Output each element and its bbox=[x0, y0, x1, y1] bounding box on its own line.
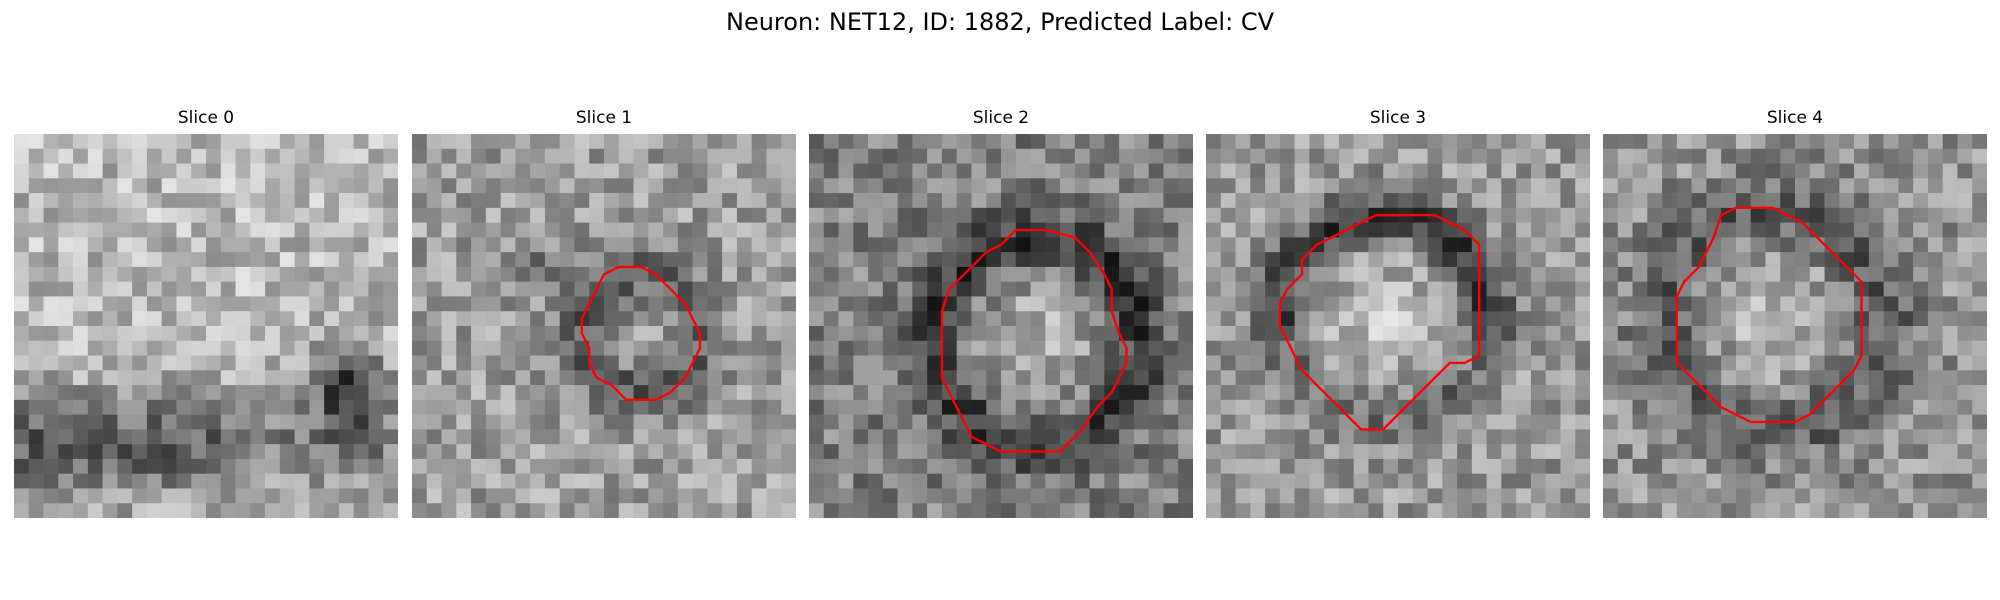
slice-image bbox=[412, 134, 796, 518]
segmentation-contour bbox=[1675, 206, 1863, 424]
slice-image bbox=[1603, 134, 1987, 518]
panel-title: Slice 3 bbox=[1369, 108, 1427, 128]
slice-image bbox=[809, 134, 1193, 518]
panel-title: Slice 2 bbox=[972, 108, 1030, 128]
panel-title: Slice 4 bbox=[1766, 108, 1824, 128]
figure-title: Neuron: NET12, ID: 1882, Predicted Label… bbox=[726, 8, 1274, 36]
slice-image bbox=[1206, 134, 1590, 518]
panel-title: Slice 0 bbox=[177, 108, 235, 128]
slice-image bbox=[14, 134, 398, 518]
segmentation-contour bbox=[580, 265, 702, 402]
panel-title: Slice 1 bbox=[575, 108, 633, 128]
segmentation-contour bbox=[940, 228, 1128, 453]
segmentation-contour bbox=[1278, 214, 1481, 431]
